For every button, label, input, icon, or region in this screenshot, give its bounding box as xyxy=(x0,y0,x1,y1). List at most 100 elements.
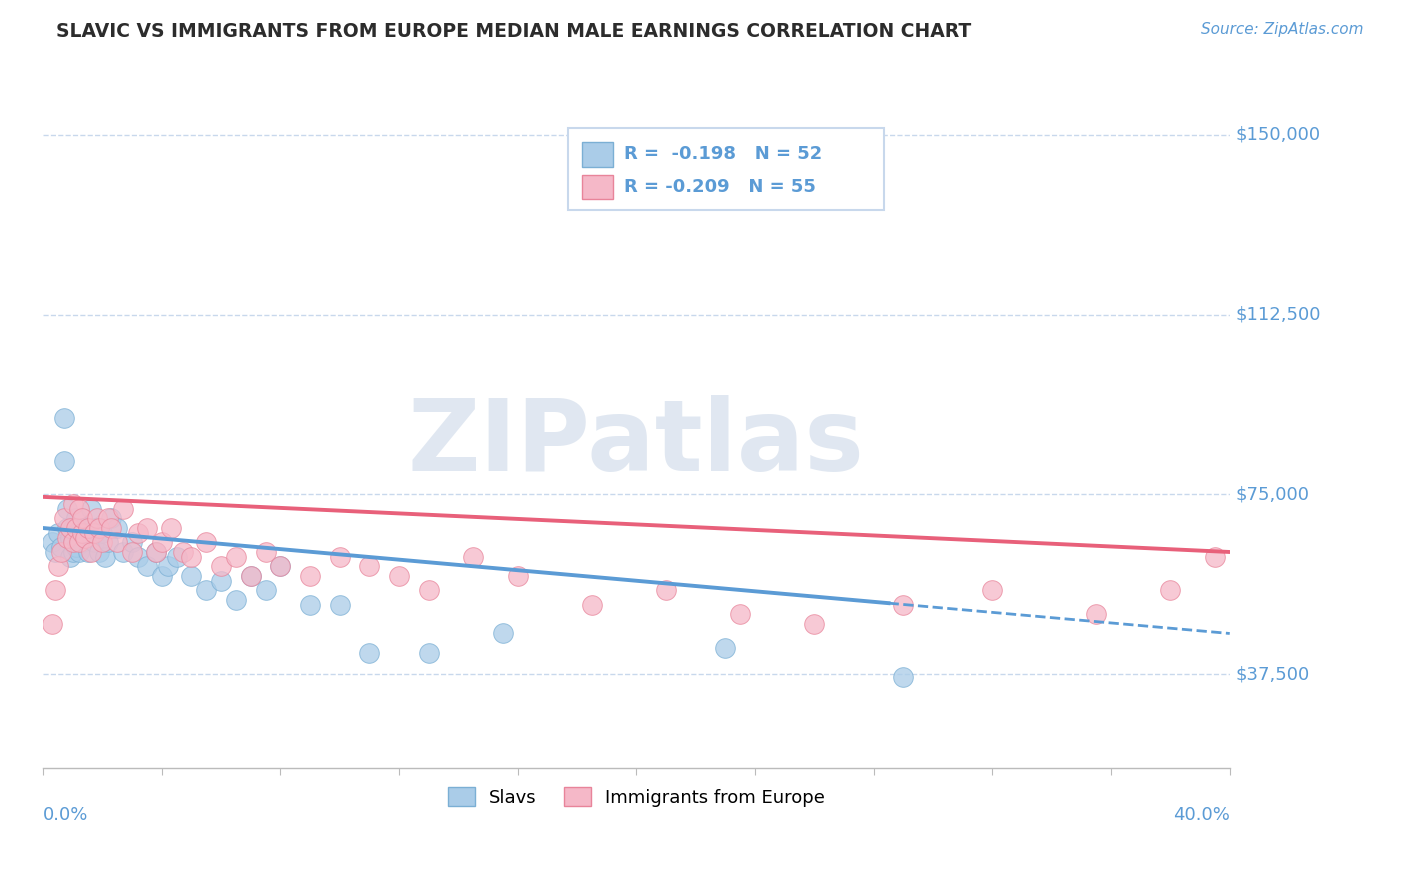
Point xyxy=(127,525,149,540)
Point xyxy=(492,626,515,640)
Point xyxy=(209,574,232,588)
Point xyxy=(581,598,603,612)
Point xyxy=(44,583,66,598)
Point xyxy=(70,525,93,540)
Point xyxy=(180,549,202,564)
Point xyxy=(56,501,79,516)
Text: $75,000: $75,000 xyxy=(1236,485,1309,503)
Point xyxy=(239,569,262,583)
Point xyxy=(62,535,84,549)
Point xyxy=(41,616,63,631)
Point xyxy=(105,521,128,535)
Point xyxy=(100,511,122,525)
Point xyxy=(94,549,117,564)
Point xyxy=(70,511,93,525)
Point xyxy=(67,531,90,545)
Point xyxy=(76,545,98,559)
Point xyxy=(159,521,181,535)
Point xyxy=(1159,583,1181,598)
Text: $112,500: $112,500 xyxy=(1236,306,1322,324)
Point xyxy=(49,545,72,559)
Point xyxy=(62,545,84,559)
Point xyxy=(299,598,322,612)
Text: 0.0%: 0.0% xyxy=(44,805,89,823)
Point xyxy=(83,525,105,540)
Point xyxy=(239,569,262,583)
Point xyxy=(655,583,678,598)
Point xyxy=(52,454,75,468)
Point xyxy=(803,616,825,631)
Point xyxy=(79,501,101,516)
Point xyxy=(329,598,352,612)
Point xyxy=(150,569,173,583)
Point xyxy=(41,535,63,549)
Point xyxy=(59,549,82,564)
Point xyxy=(97,535,120,549)
Point xyxy=(83,535,105,549)
Point xyxy=(359,559,381,574)
Point xyxy=(91,535,114,549)
Point xyxy=(299,569,322,583)
Point xyxy=(65,521,87,535)
Point xyxy=(136,559,159,574)
Point xyxy=(121,535,143,549)
Point xyxy=(67,501,90,516)
Point xyxy=(156,559,179,574)
Point xyxy=(388,569,411,583)
Text: R = -0.209   N = 55: R = -0.209 N = 55 xyxy=(624,178,815,196)
Point xyxy=(172,545,194,559)
Point xyxy=(86,511,108,525)
Point xyxy=(59,521,82,535)
Point xyxy=(506,569,529,583)
Point xyxy=(91,525,114,540)
Point xyxy=(49,540,72,554)
Point xyxy=(981,583,1004,598)
Point xyxy=(100,521,122,535)
Point xyxy=(76,521,98,535)
Point xyxy=(59,531,82,545)
Point xyxy=(166,549,188,564)
Point xyxy=(418,583,440,598)
Text: $37,500: $37,500 xyxy=(1236,665,1310,683)
Point xyxy=(73,531,96,545)
Text: $150,000: $150,000 xyxy=(1236,126,1320,144)
Point xyxy=(52,410,75,425)
Point xyxy=(70,535,93,549)
Point xyxy=(136,521,159,535)
Point xyxy=(105,535,128,549)
Point xyxy=(730,607,752,622)
Point xyxy=(121,545,143,559)
Point xyxy=(67,545,90,559)
Point xyxy=(127,549,149,564)
Point xyxy=(46,559,69,574)
Point xyxy=(225,549,247,564)
Point xyxy=(714,640,737,655)
Point xyxy=(1204,549,1226,564)
Point xyxy=(463,549,485,564)
Point xyxy=(89,521,111,535)
Text: Source: ZipAtlas.com: Source: ZipAtlas.com xyxy=(1201,22,1364,37)
Point xyxy=(62,535,84,549)
Point xyxy=(65,540,87,554)
Point xyxy=(112,501,135,516)
Point xyxy=(97,511,120,525)
Point xyxy=(56,531,79,545)
Point xyxy=(65,511,87,525)
Point xyxy=(112,545,135,559)
Point xyxy=(62,497,84,511)
Point xyxy=(269,559,291,574)
Text: ZIPatlas: ZIPatlas xyxy=(408,395,865,491)
Point xyxy=(1085,607,1108,622)
Point xyxy=(195,535,218,549)
Text: R =  -0.198   N = 52: R = -0.198 N = 52 xyxy=(624,145,823,163)
Point xyxy=(67,535,90,549)
Point xyxy=(145,545,167,559)
Point xyxy=(44,545,66,559)
Point xyxy=(269,559,291,574)
Text: SLAVIC VS IMMIGRANTS FROM EUROPE MEDIAN MALE EARNINGS CORRELATION CHART: SLAVIC VS IMMIGRANTS FROM EUROPE MEDIAN … xyxy=(56,22,972,41)
Point xyxy=(79,545,101,559)
Point xyxy=(329,549,352,564)
Text: 40.0%: 40.0% xyxy=(1173,805,1230,823)
Point xyxy=(62,521,84,535)
Point xyxy=(254,583,277,598)
